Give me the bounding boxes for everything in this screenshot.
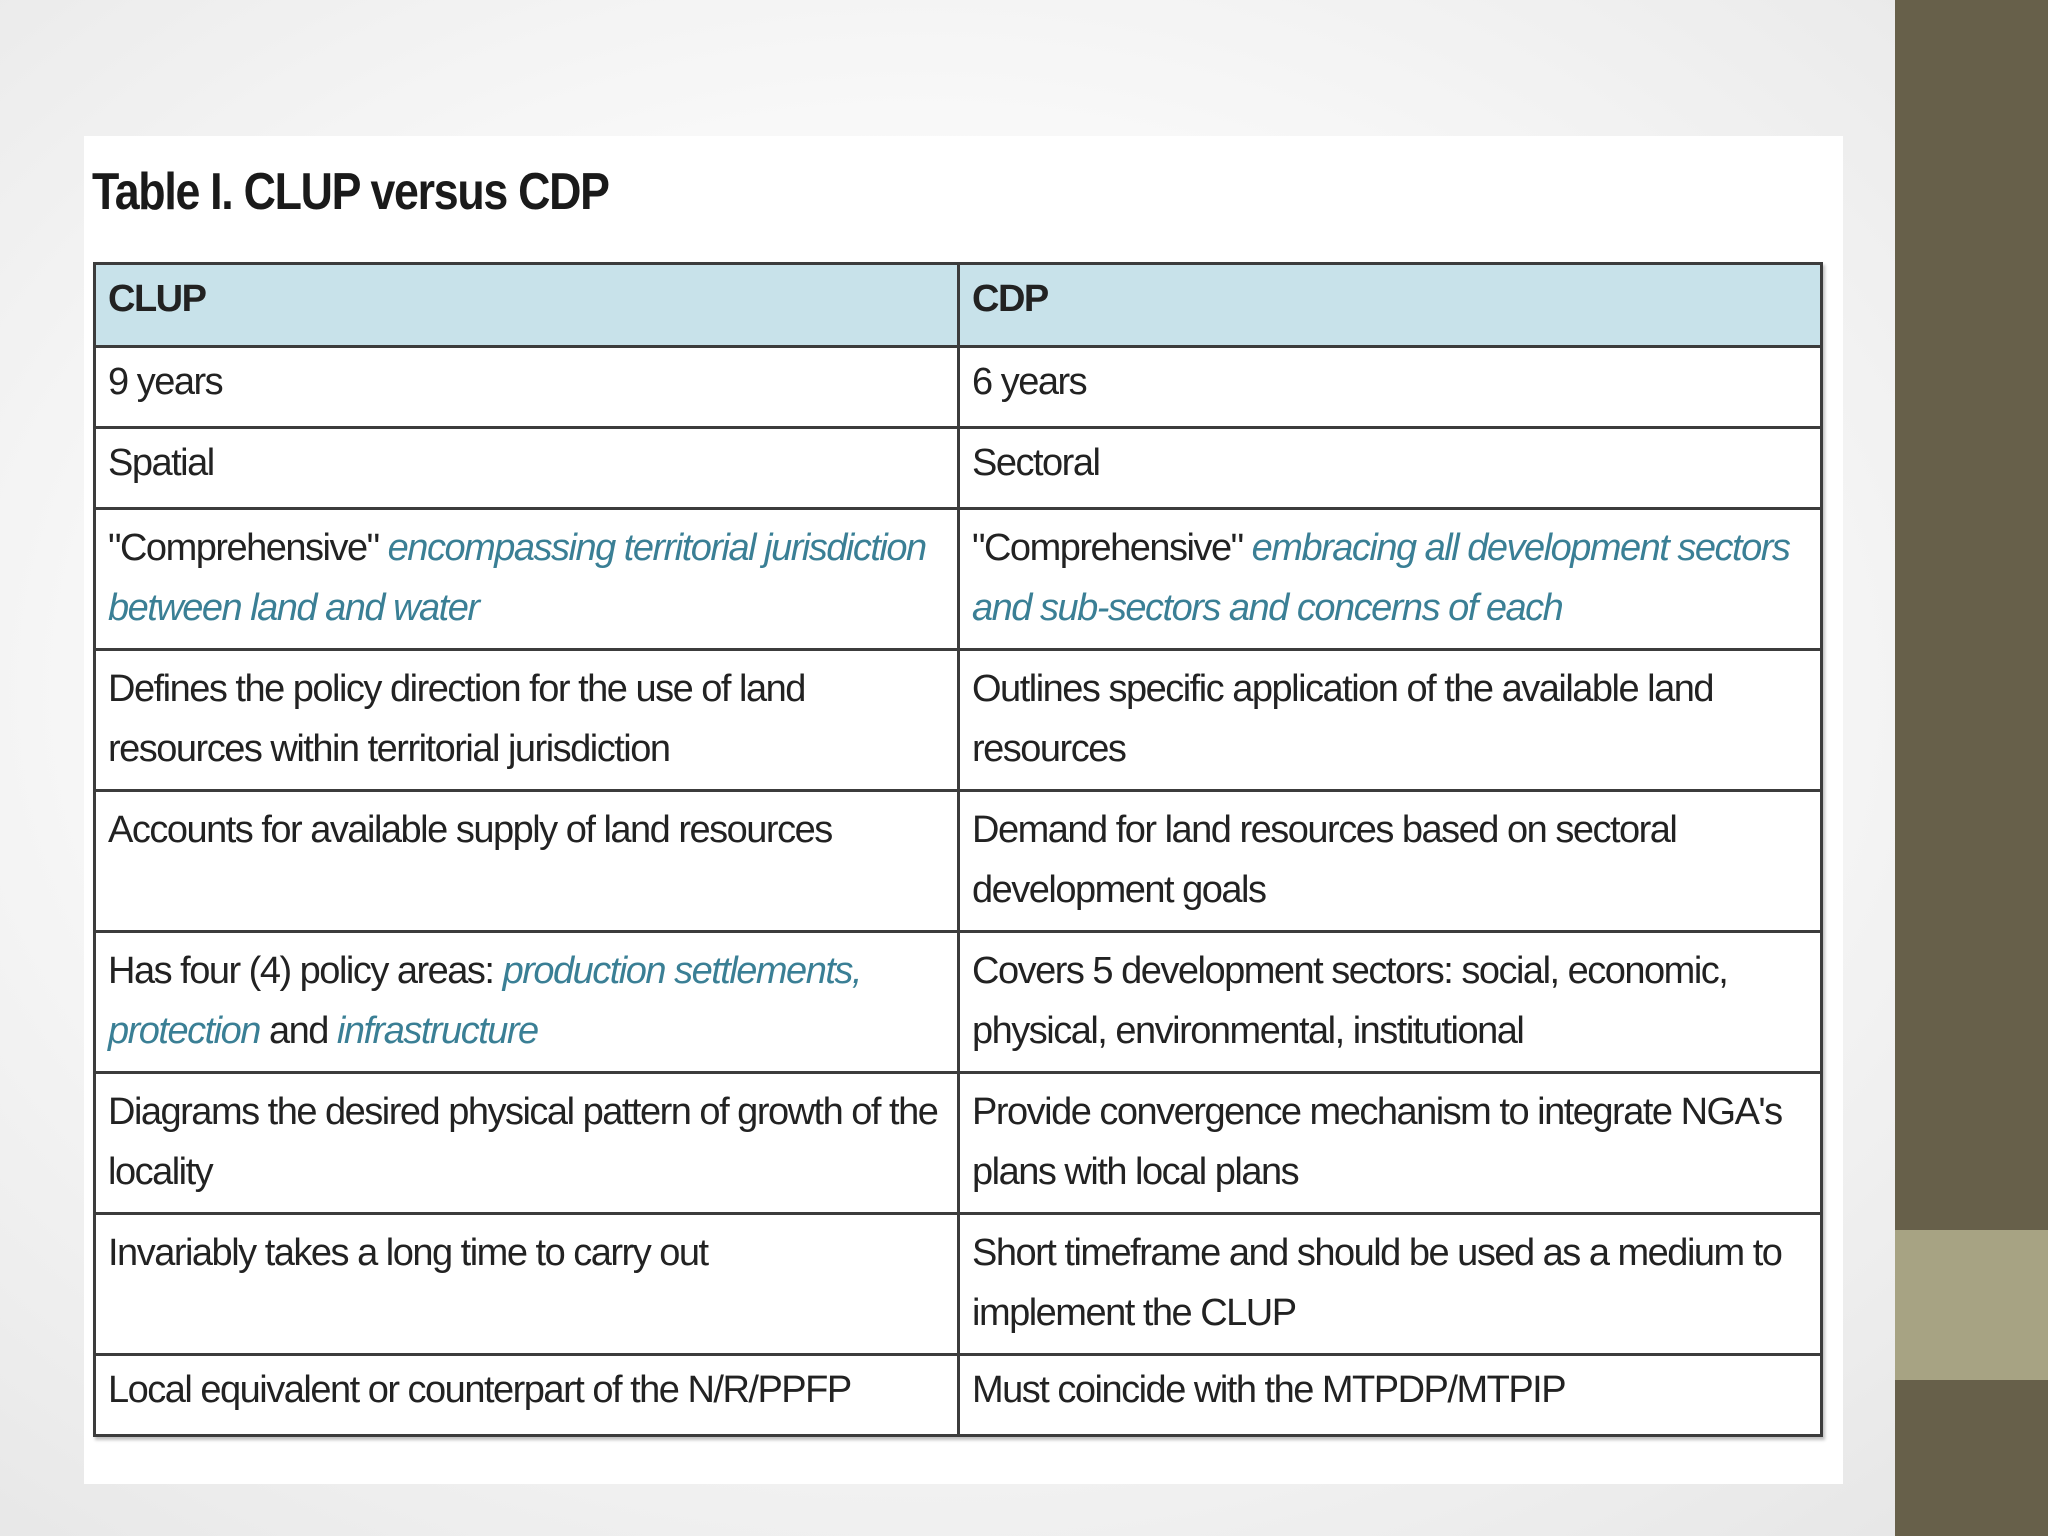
cell-cdp: 6 years	[957, 345, 1823, 429]
cell-cdp: Covers 5 development sectors: social, ec…	[957, 930, 1823, 1074]
side-band-accent	[1895, 1230, 2048, 1380]
column-header-cdp: CDP	[957, 262, 1823, 348]
cell-clup: Defines the policy direction for the use…	[93, 648, 960, 792]
cell-clup: Diagrams the desired physical pattern of…	[93, 1071, 960, 1215]
table-row: Diagrams the desired physical pattern of…	[93, 1071, 1823, 1215]
cell-cdp: Sectoral	[957, 426, 1823, 510]
table-row: Accounts for available supply of land re…	[93, 789, 1823, 933]
cell-clup: Invariably takes a long time to carry ou…	[93, 1212, 960, 1356]
plain-text: "Comprehensive"	[972, 527, 1244, 569]
cell-clup: 9 years	[93, 345, 960, 429]
table-row: Local equivalent or counterpart of the N…	[93, 1353, 1823, 1437]
cell-cdp: Demand for land resources based on secto…	[957, 789, 1823, 933]
column-header-clup: CLUP	[93, 262, 960, 348]
cell-clup: Has four (4) policy areas: production se…	[93, 930, 960, 1074]
cell-cdp: Provide convergence mechanism to integra…	[957, 1071, 1823, 1215]
comparison-table: CLUP CDP 9 years 6 years Spatial Sectora…	[93, 262, 1823, 1437]
plain-text: Has four (4) policy areas:	[108, 950, 495, 992]
cell-clup: Spatial	[93, 426, 960, 510]
table-row: Invariably takes a long time to carry ou…	[93, 1212, 1823, 1356]
cell-cdp: "Comprehensive" embracing all developmen…	[957, 507, 1823, 651]
emphasis-text: encompassing territorial jurisdiction be…	[108, 527, 927, 629]
table-row: Spatial Sectoral	[93, 426, 1823, 510]
cell-clup: Local equivalent or counterpart of the N…	[93, 1353, 960, 1437]
table-row: 9 years 6 years	[93, 345, 1823, 429]
emphasis-text: infrastructure	[336, 1010, 539, 1052]
table-row: "Comprehensive" encompassing territorial…	[93, 507, 1823, 651]
table-row: Defines the policy direction for the use…	[93, 648, 1823, 792]
plain-text: "Comprehensive"	[108, 527, 380, 569]
table-title: Table I. CLUP versus CDP	[92, 163, 610, 221]
emphasis-text: embracing all development sectors and su…	[972, 527, 1791, 629]
cell-cdp: Must coincide with the MTPDP/MTPIP	[957, 1353, 1823, 1437]
cell-cdp: Short timeframe and should be used as a …	[957, 1212, 1823, 1356]
cell-cdp: Outlines specific application of the ava…	[957, 648, 1823, 792]
table-header-row: CLUP CDP	[93, 262, 1823, 348]
emphasis-text: production settlements, protection	[108, 950, 862, 1052]
cell-clup: "Comprehensive" encompassing territorial…	[93, 507, 960, 651]
plain-text: and	[268, 1010, 329, 1052]
cell-clup: Accounts for available supply of land re…	[93, 789, 960, 933]
table-row: Has four (4) policy areas: production se…	[93, 930, 1823, 1074]
